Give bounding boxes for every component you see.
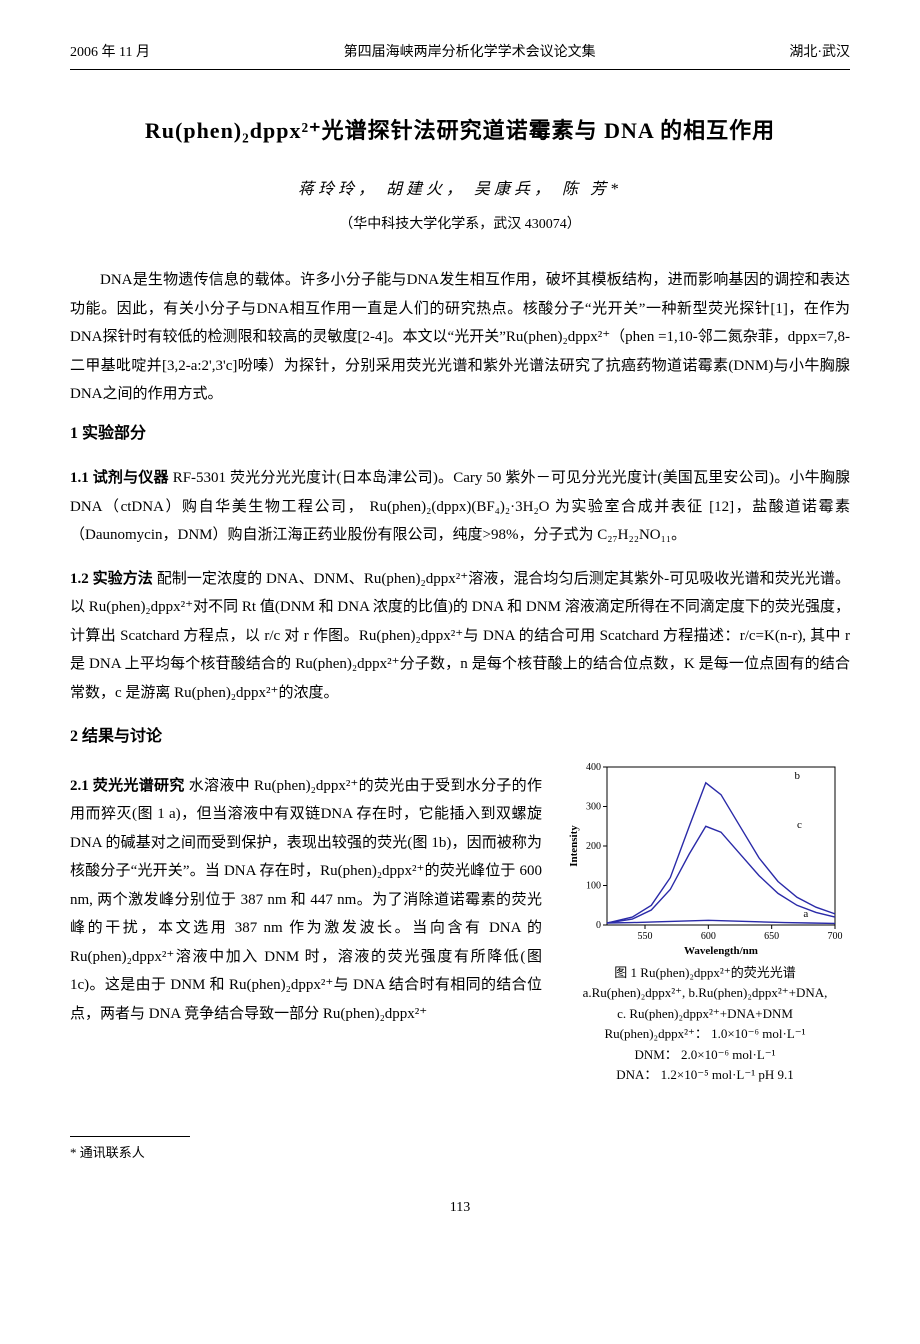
- header-center: 第四届海峡两岸分析化学学术会议论文集: [344, 40, 596, 67]
- section-1-1: 1.1 试剂与仪器 RF-5301 荧光分光光度计(日本岛津公司)。Cary 5…: [70, 464, 850, 550]
- footnote-text: * 通讯联系人: [70, 1141, 850, 1166]
- authors: 蒋玲玲， 胡建火， 吴康兵， 陈 芳*: [70, 175, 850, 205]
- svg-text:100: 100: [586, 880, 601, 891]
- sec21-body: 水溶液中 Ru(phen)₂dppx²⁺的荧光由于受到水分子的作用而猝灭(图 1…: [70, 778, 542, 1022]
- figure-caption-line: Ru(phen)₂dppx²⁺： 1.0×10⁻⁶ mol·L⁻¹: [560, 1024, 850, 1044]
- svg-text:300: 300: [586, 801, 601, 812]
- svg-text:0: 0: [596, 920, 601, 931]
- figure-caption-line: c. Ru(phen)₂dppx²⁺+DNA+DNM: [560, 1004, 850, 1024]
- svg-text:700: 700: [828, 931, 843, 942]
- sec12-body: 配制一定浓度的 DNA、DNM、Ru(phen)₂dppx²⁺溶液，混合均匀后测…: [70, 571, 850, 701]
- fluorescence-spectrum-chart: 0 100 200 300 400 550 600 650 700 Wavelength/nm In…: [565, 757, 845, 957]
- affiliation: （华中科技大学化学系，武汉 430074）: [70, 212, 850, 239]
- section-1-2: 1.2 实验方法 配制一定浓度的 DNA、DNM、Ru(phen)₂dppx²⁺…: [70, 565, 850, 708]
- sec21-label: 2.1 荧光光谱研究: [70, 778, 185, 794]
- sec11-body: RF-5301 荧光分光光度计(日本岛津公司)。Cary 50 紫外－可见分光光…: [70, 470, 850, 543]
- figure-caption-line: DNA： 1.2×10⁻⁵ mol·L⁻¹ pH 9.1: [560, 1065, 850, 1085]
- figure-caption-line: a.Ru(phen)₂dppx²⁺, b.Ru(phen)₂dppx²⁺+DNA…: [560, 983, 850, 1003]
- footnote-rule: [70, 1136, 190, 1137]
- header-right: 湖北·武汉: [789, 40, 850, 67]
- svg-text:600: 600: [701, 931, 716, 942]
- paper-title: Ru(phen)₂dppx²⁺光谱探针法研究道诺霉素与 DNA 的相互作用: [70, 110, 850, 152]
- figure-caption-title: 图 1 Ru(phen)₂dppx²⁺的荧光光谱: [560, 963, 850, 983]
- svg-text:650: 650: [764, 931, 779, 942]
- figure-caption-line: DNM： 2.0×10⁻⁶ mol·L⁻¹: [560, 1045, 850, 1065]
- svg-text:Wavelength/nm: Wavelength/nm: [684, 945, 758, 957]
- svg-text:200: 200: [586, 841, 601, 852]
- svg-text:b: b: [794, 770, 800, 782]
- svg-text:550: 550: [638, 931, 653, 942]
- section-2-heading: 2 结果与讨论: [70, 722, 850, 752]
- intro-paragraph: DNA是生物遗传信息的载体。许多小分子能与DNA发生相互作用，破坏其模板结构，进…: [70, 266, 850, 409]
- figure-1: 0 100 200 300 400 550 600 650 700 Wavelength/nm In…: [560, 757, 850, 1086]
- svg-text:c: c: [797, 819, 802, 831]
- svg-text:400: 400: [586, 762, 601, 773]
- sec12-label: 1.2 实验方法: [70, 571, 153, 587]
- page-number: 113: [70, 1195, 850, 1222]
- sec11-label: 1.1 试剂与仪器: [70, 470, 169, 486]
- page-header: 2006 年 11 月 第四届海峡两岸分析化学学术会议论文集 湖北·武汉: [70, 40, 850, 70]
- svg-text:Intensity: Intensity: [568, 824, 580, 866]
- section-1-heading: 1 实验部分: [70, 419, 850, 449]
- header-left: 2006 年 11 月: [70, 40, 150, 67]
- section-2-1: 2.1 荧光光谱研究 水溶液中 Ru(phen)₂dppx²⁺的荧光由于受到水分…: [70, 772, 542, 1029]
